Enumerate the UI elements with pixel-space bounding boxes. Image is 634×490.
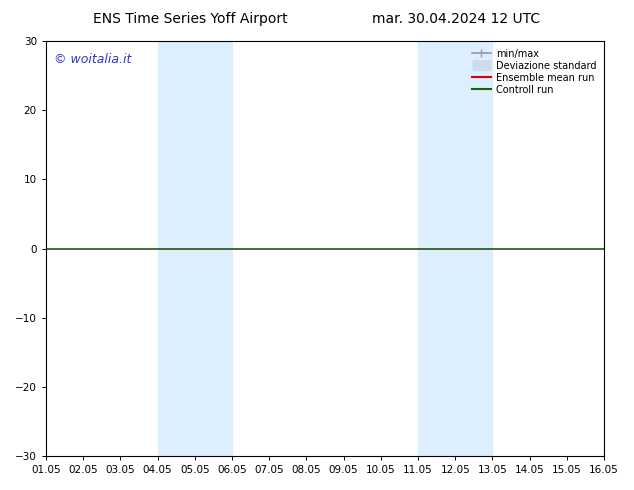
Text: mar. 30.04.2024 12 UTC: mar. 30.04.2024 12 UTC bbox=[372, 12, 541, 26]
Bar bbox=[157, 41, 232, 456]
Text: ENS Time Series Yoff Airport: ENS Time Series Yoff Airport bbox=[93, 12, 287, 26]
Text: © woitalia.it: © woitalia.it bbox=[55, 53, 132, 67]
Bar bbox=[418, 41, 493, 456]
Legend: min/max, Deviazione standard, Ensemble mean run, Controll run: min/max, Deviazione standard, Ensemble m… bbox=[469, 46, 599, 98]
